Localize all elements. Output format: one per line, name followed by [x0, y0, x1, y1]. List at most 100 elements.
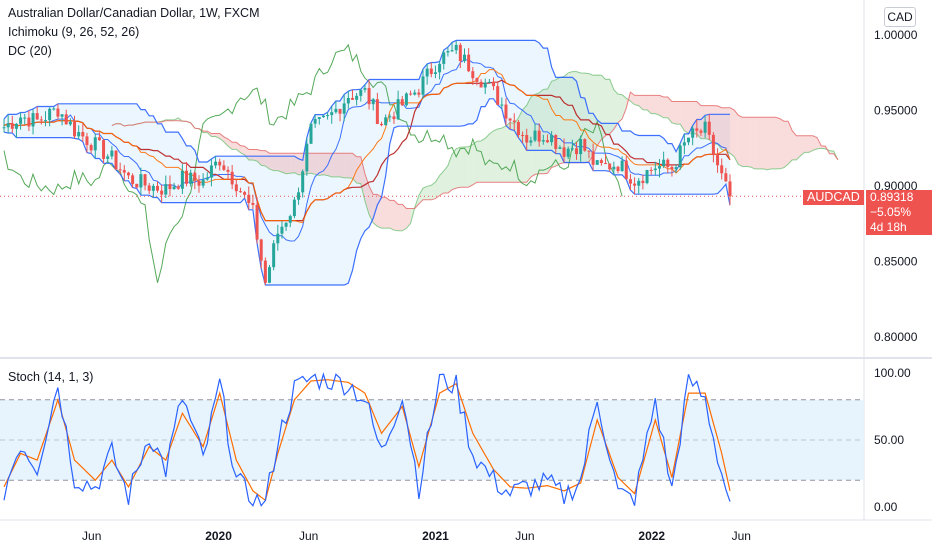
time-tick-label: Jun — [299, 529, 318, 543]
symbol-title[interactable]: Australian Dollar/Canadian Dollar, 1W, F… — [8, 6, 260, 20]
ichimoku-cloud-segment — [522, 105, 527, 183]
ichimoku-cloud-segment — [721, 107, 726, 151]
ichimoku-cloud-segment — [738, 115, 743, 167]
ichimoku-cloud-segment — [779, 118, 784, 169]
ichimoku-legend[interactable]: Ichimoku (9, 26, 52, 26) — [8, 25, 140, 39]
stoch-tick-label: 100.00 — [874, 366, 911, 380]
candle-body — [570, 148, 574, 150]
candle-body — [458, 44, 462, 62]
ichimoku-cloud-segment — [725, 107, 730, 154]
candle-body — [255, 204, 259, 240]
candle-body — [587, 150, 591, 152]
candle-body — [164, 184, 168, 195]
stoch-legend[interactable]: Stoch (14, 1, 3) — [8, 370, 94, 384]
price-tick-label: 0.95000 — [874, 104, 918, 118]
candle-body — [185, 170, 189, 184]
candle-body — [674, 167, 678, 170]
ichimoku-cloud-segment — [572, 71, 577, 163]
candle-body — [371, 99, 375, 105]
candle-body — [292, 199, 296, 217]
candle-body — [60, 114, 64, 117]
ichimoku-cloud-segment — [493, 129, 498, 183]
candle-body — [516, 122, 520, 136]
ichimoku-cloud-segment — [439, 171, 444, 196]
candle-body — [143, 174, 147, 186]
candle-body — [666, 159, 670, 167]
candle-body — [218, 161, 222, 166]
candle-body — [321, 115, 325, 118]
candle-body — [720, 165, 724, 174]
ichimoku-cloud-segment — [796, 135, 801, 160]
price-tick-label: 0.80000 — [874, 330, 918, 344]
ichimoku-cloud-segment — [717, 105, 722, 150]
candle-body — [521, 135, 525, 137]
donchian-legend[interactable]: DC (20) — [8, 44, 52, 58]
candle-body — [122, 170, 126, 173]
donchian-upper — [3, 39, 730, 163]
ichimoku-cloud-segment — [530, 94, 536, 178]
candle-body — [566, 148, 570, 157]
candle-body — [529, 140, 533, 143]
ichimoku-cloud-segment — [771, 117, 776, 169]
candle-body — [114, 150, 118, 170]
ichimoku-cloud-segment — [257, 149, 262, 166]
price-tick-label: 0.85000 — [874, 255, 918, 269]
candle-body — [604, 163, 608, 165]
candle-body — [707, 121, 711, 135]
candle-body — [43, 120, 47, 122]
candle-body — [446, 51, 450, 53]
candle-body — [168, 184, 172, 190]
ichimoku-cloud-segment — [783, 121, 789, 168]
ichimoku-cloud-segment — [568, 71, 573, 163]
ichimoku-cloud-segment — [352, 153, 357, 183]
ichimoku-cloud-segment — [389, 200, 394, 231]
ichimoku-cloud-segment — [385, 197, 390, 229]
candle-body — [467, 54, 471, 72]
currency-button[interactable]: CAD — [884, 7, 916, 27]
candle-body — [110, 150, 114, 157]
stoch-d — [3, 379, 731, 502]
candle-body — [525, 135, 529, 143]
candle-body — [699, 130, 703, 133]
candle-body — [504, 104, 508, 119]
candle-body — [433, 72, 437, 74]
candle-body — [612, 166, 616, 170]
ichimoku-cloud-segment — [369, 186, 374, 223]
candle-body — [288, 216, 292, 223]
ichimoku-cloud-segment — [647, 95, 652, 114]
candle-body — [662, 159, 666, 167]
ichimoku-cloud-segment — [468, 144, 473, 188]
candle-body — [301, 171, 305, 193]
last-price-tag: 0.89318 — [866, 190, 932, 205]
ichimoku-cloud-segment — [659, 95, 664, 118]
candle-body — [346, 97, 350, 104]
candle-body — [541, 140, 545, 142]
candle-body — [462, 54, 466, 62]
ichimoku-cloud-segment — [360, 156, 365, 201]
ichimoku-cloud-segment — [555, 77, 560, 167]
candle-body — [695, 128, 699, 131]
ichimoku-cloud-segment — [211, 133, 216, 137]
candle-body — [413, 92, 417, 95]
ichimoku-cloud-segment — [464, 146, 469, 188]
ichimoku-cloud-segment — [310, 153, 316, 175]
ichimoku-cloud-segment — [485, 133, 490, 183]
candle-body — [259, 239, 263, 261]
candle-body — [554, 135, 558, 149]
candle-body — [608, 163, 612, 170]
candle-body — [479, 81, 483, 88]
candle-body — [500, 104, 504, 106]
ichimoku-cloud-segment — [804, 135, 809, 153]
candle-body — [724, 173, 728, 182]
ichimoku-cloud-segment — [680, 101, 685, 131]
candle-body — [637, 180, 641, 186]
ichimoku-cloud-segment — [651, 95, 656, 114]
ichimoku-cloud-segment — [812, 135, 818, 151]
ichimoku-cloud-segment — [518, 109, 523, 183]
candle-body — [284, 222, 288, 227]
ichimoku-cloud-segment — [356, 156, 361, 184]
ichimoku-cloud-segment — [265, 150, 270, 170]
ichimoku-cloud-segment — [767, 117, 772, 170]
ichimoku-cloud-segment — [510, 122, 515, 183]
